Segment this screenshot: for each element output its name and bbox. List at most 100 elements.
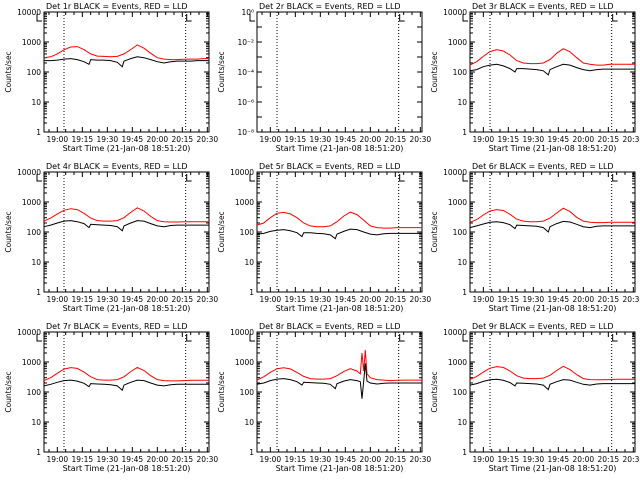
- x-axis-label: Start Time (21-Jan-08 18:51:20): [63, 464, 191, 473]
- x-axis-label: Start Time (21-Jan-08 18:51:20): [489, 464, 617, 473]
- x-tick-label: 19:30: [523, 295, 545, 304]
- x-tick-label: 19:30: [97, 455, 119, 464]
- bracket-marker: [462, 14, 468, 22]
- series-line-events: [43, 379, 209, 392]
- y-tick-label: 10000: [17, 168, 41, 177]
- y-axis-label: Counts/sec: [217, 211, 226, 252]
- x-tick-label: 19:15: [72, 135, 94, 144]
- y-tick-label: 1: [462, 128, 467, 137]
- series-line-events: [469, 63, 635, 76]
- y-tick-label: 1000: [22, 358, 41, 367]
- y-tick-label: 10⁻²: [237, 38, 254, 47]
- x-tick-label: 20:00: [360, 135, 382, 144]
- bracket-marker: [612, 174, 618, 182]
- y-tick-label: 1: [462, 448, 467, 457]
- panel-title: Det 2r BLACK = Events, RED = LLD: [259, 2, 401, 11]
- x-tick-label: 19:30: [310, 455, 332, 464]
- bracket-marker: [462, 174, 468, 182]
- x-tick-label: 19:45: [335, 135, 357, 144]
- series-line-events: [469, 378, 635, 391]
- y-tick-label: 10000: [443, 328, 467, 337]
- x-axis-label: Start Time (21-Jan-08 18:51:20): [63, 304, 191, 313]
- y-tick-label: 100: [453, 68, 468, 77]
- y-tick-label: 10: [457, 418, 467, 427]
- y-tick-label: 1: [36, 288, 41, 297]
- y-tick-label: 10000: [230, 168, 254, 177]
- y-tick-label: 10⁻⁶: [237, 98, 254, 107]
- x-tick-label: 19:00: [47, 295, 69, 304]
- y-tick-label: 1: [249, 448, 254, 457]
- y-axis-label: Counts/sec: [430, 51, 439, 92]
- y-tick-label: 100: [27, 228, 42, 237]
- x-tick-label: 19:45: [335, 295, 357, 304]
- x-tick-label: 19:00: [473, 135, 495, 144]
- bracket-marker: [249, 334, 255, 342]
- y-axis-label: Counts/sec: [217, 51, 226, 92]
- x-tick-label: 20:30: [410, 295, 432, 304]
- y-tick-label: 10: [244, 258, 254, 267]
- x-tick-label: 19:45: [122, 455, 144, 464]
- bracket-marker: [399, 334, 405, 342]
- bracket-marker: [249, 14, 255, 22]
- y-tick-label: 1000: [235, 358, 254, 367]
- x-tick-label: 19:45: [548, 455, 570, 464]
- x-tick-label: 19:00: [260, 455, 282, 464]
- x-tick-label: 19:30: [523, 135, 545, 144]
- x-tick-label: 20:15: [172, 455, 194, 464]
- y-tick-label: 10000: [443, 8, 467, 17]
- y-tick-label: 10000: [230, 328, 254, 337]
- x-axis-label: Start Time (21-Jan-08 18:51:20): [276, 144, 404, 153]
- y-tick-label: 1000: [448, 358, 467, 367]
- panel-det-2: Det 2r BLACK = Events, RED = LLD 10⁻⁸ 10⁻⁶…: [217, 2, 431, 153]
- y-tick-label: 1000: [22, 38, 41, 47]
- plot-frame: [43, 171, 210, 293]
- x-tick-label: 20:30: [623, 455, 640, 464]
- x-tick-label: 20:30: [197, 135, 219, 144]
- series-line-events: [44, 56, 209, 68]
- panel-det-1: Det 1r BLACK = Events, RED = LLD 1 10 100 10…: [4, 2, 218, 153]
- bracket-marker: [612, 334, 618, 342]
- bracket-marker: [399, 14, 405, 22]
- panel-det-5: Det 5r BLACK = Events, RED = LLD 1 10 100 10…: [217, 162, 431, 313]
- x-tick-label: 20:00: [573, 295, 595, 304]
- x-tick-label: 20:30: [623, 135, 640, 144]
- x-axis-label: Start Time (21-Jan-08 18:51:20): [489, 144, 617, 153]
- x-tick-label: 19:15: [285, 135, 307, 144]
- panel-title: Det 4r BLACK = Events, RED = LLD: [46, 162, 188, 171]
- y-tick-label: 10000: [17, 8, 41, 17]
- series-line-lld: [256, 211, 422, 229]
- series-line-events: [43, 220, 209, 232]
- y-tick-label: 1000: [22, 198, 41, 207]
- x-tick-label: 20:15: [598, 135, 620, 144]
- x-tick-label: 20:15: [385, 455, 407, 464]
- x-tick-label: 19:45: [122, 295, 144, 304]
- x-tick-label: 19:15: [498, 135, 520, 144]
- panel-title: Det 9r BLACK = Events, RED = LLD: [472, 322, 614, 331]
- series-line-lld: [43, 44, 209, 61]
- plot-frame: [43, 11, 210, 133]
- x-tick-label: 19:00: [260, 295, 282, 304]
- y-axis-label: Counts/sec: [4, 211, 13, 252]
- x-axis-label: Start Time (21-Jan-08 18:51:20): [489, 304, 617, 313]
- plot-frame: [256, 11, 423, 133]
- x-tick-label: 20:30: [410, 455, 432, 464]
- y-tick-label: 1: [36, 448, 41, 457]
- y-tick-label: 100: [453, 388, 468, 397]
- x-tick-label: 20:00: [573, 455, 595, 464]
- x-tick-label: 19:15: [72, 295, 94, 304]
- bracket-marker: [612, 14, 618, 22]
- x-tick-label: 20:00: [147, 295, 169, 304]
- y-tick-label: 1000: [235, 198, 254, 207]
- x-tick-label: 20:15: [172, 135, 194, 144]
- bracket-marker: [462, 334, 468, 342]
- series-line-events: [256, 363, 422, 399]
- x-tick-label: 19:00: [47, 135, 69, 144]
- plot-frame: [469, 331, 636, 453]
- y-axis-label: Counts/sec: [430, 211, 439, 252]
- y-tick-label: 10000: [443, 168, 467, 177]
- x-tick-label: 20:00: [147, 135, 169, 144]
- x-tick-label: 19:30: [310, 135, 332, 144]
- x-tick-label: 19:45: [122, 135, 144, 144]
- series-line-events: [256, 228, 422, 240]
